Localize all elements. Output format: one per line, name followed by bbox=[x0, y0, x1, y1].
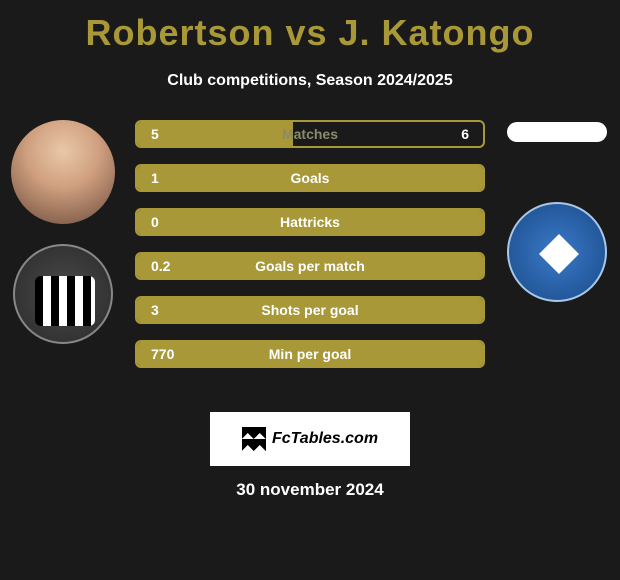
stat-row-goals-per-match: 0.2Goals per match bbox=[135, 252, 485, 280]
stat-label: Goals per match bbox=[137, 258, 483, 274]
fctables-watermark: FcTables.com bbox=[210, 412, 410, 466]
stat-label: Matches bbox=[137, 126, 483, 142]
season-subtitle: Club competitions, Season 2024/2025 bbox=[0, 72, 620, 90]
left-club-badge bbox=[13, 244, 113, 344]
stat-label: Hattricks bbox=[137, 214, 483, 230]
stat-right-value: 6 bbox=[461, 126, 469, 142]
stats-column: 5Matches6 1Goals 0Hattricks 0.2Goals per ma… bbox=[135, 120, 485, 384]
watermark-text: FcTables.com bbox=[272, 430, 378, 448]
left-player-column bbox=[8, 120, 118, 344]
stat-row-shots-per-goal: 3Shots per goal bbox=[135, 296, 485, 324]
date-line: 30 november 2024 bbox=[0, 480, 620, 500]
stat-row-min-per-goal: 770Min per goal bbox=[135, 340, 485, 368]
stat-row-goals: 1Goals bbox=[135, 164, 485, 192]
stat-label: Goals bbox=[137, 170, 483, 186]
stat-label: Shots per goal bbox=[137, 302, 483, 318]
comparison-title: Robertson vs J. Katongo bbox=[0, 0, 620, 54]
comparison-body: 5Matches6 1Goals 0Hattricks 0.2Goals per ma… bbox=[0, 120, 620, 400]
right-player-column bbox=[502, 120, 612, 302]
stat-row-matches: 5Matches6 bbox=[135, 120, 485, 148]
right-club-badge bbox=[507, 202, 607, 302]
stat-label: Min per goal bbox=[137, 346, 483, 362]
stat-row-hattricks: 0Hattricks bbox=[135, 208, 485, 236]
left-player-avatar bbox=[11, 120, 115, 224]
right-player-avatar bbox=[507, 122, 607, 142]
